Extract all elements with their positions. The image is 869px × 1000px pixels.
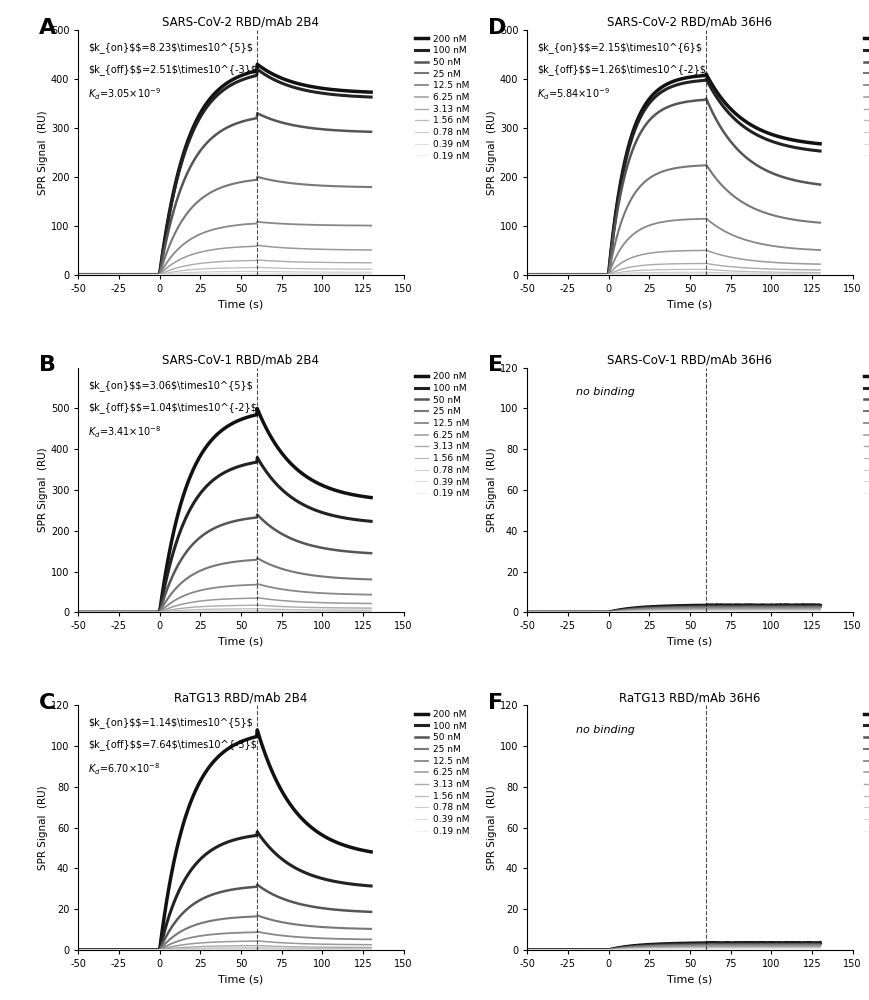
- X-axis label: Time (s): Time (s): [218, 299, 263, 309]
- Title: SARS-CoV-2 RBD/mAb 36H6: SARS-CoV-2 RBD/mAb 36H6: [607, 16, 772, 29]
- Title: SARS-CoV-1 RBD/mAb 2B4: SARS-CoV-1 RBD/mAb 2B4: [163, 353, 319, 366]
- Text: no binding: no binding: [575, 387, 634, 397]
- Text: $k_{on}$$=2.15$\times10^{6}$: $k_{on}$$=2.15$\times10^{6}$: [536, 42, 701, 53]
- Text: $k_{on}$$=1.14$\times10^{5}$: $k_{on}$$=1.14$\times10^{5}$: [88, 718, 253, 728]
- Text: $K_d$=5.84$\times10^{-9}$: $K_d$=5.84$\times10^{-9}$: [536, 86, 609, 102]
- X-axis label: Time (s): Time (s): [667, 975, 712, 985]
- Text: C: C: [39, 693, 56, 713]
- Title: SARS-CoV-1 RBD/mAb 36H6: SARS-CoV-1 RBD/mAb 36H6: [607, 353, 772, 366]
- Y-axis label: SPR Signal  (RU): SPR Signal (RU): [487, 110, 496, 195]
- Legend: 200 nM, 100 nM, 50 nM, 25 nM, 12.5 nM, 6.25 nM, 3.13 nM, 1.56 nM, 0.78 nM, 0.39 : 200 nM, 100 nM, 50 nM, 25 nM, 12.5 nM, 6…: [863, 710, 869, 836]
- Text: E: E: [488, 355, 503, 375]
- X-axis label: Time (s): Time (s): [218, 975, 263, 985]
- Text: F: F: [488, 693, 503, 713]
- Y-axis label: SPR Signal  (RU): SPR Signal (RU): [487, 448, 496, 532]
- Text: D: D: [488, 18, 506, 38]
- Text: $K_d$=6.70$\times10^{-8}$: $K_d$=6.70$\times10^{-8}$: [88, 762, 160, 777]
- Text: $K_d$=3.41$\times10^{-8}$: $K_d$=3.41$\times10^{-8}$: [88, 424, 161, 440]
- Legend: 200 nM, 100 nM, 50 nM, 25 nM, 12.5 nM, 6.25 nM, 3.13 nM, 1.56 nM, 0.78 nM, 0.39 : 200 nM, 100 nM, 50 nM, 25 nM, 12.5 nM, 6…: [415, 710, 468, 836]
- Text: $k_{off}$$=1.26$\times10^{-2}$: $k_{off}$$=1.26$\times10^{-2}$: [536, 64, 706, 75]
- X-axis label: Time (s): Time (s): [667, 299, 712, 309]
- Y-axis label: SPR Signal  (RU): SPR Signal (RU): [38, 785, 48, 870]
- Y-axis label: SPR Signal  (RU): SPR Signal (RU): [38, 448, 48, 532]
- X-axis label: Time (s): Time (s): [218, 637, 263, 647]
- Text: B: B: [39, 355, 56, 375]
- Legend: 200 nM, 100 nM, 50 nM, 25 nM, 12.5 nM, 6.25 nM, 3.13 nM, 1.56 nM, 0.78 nM, 0.39 : 200 nM, 100 nM, 50 nM, 25 nM, 12.5 nM, 6…: [863, 372, 869, 498]
- Text: $k_{on}$$=3.06$\times10^{5}$: $k_{on}$$=3.06$\times10^{5}$: [88, 380, 253, 391]
- Text: $K_d$=3.05$\times10^{-9}$: $K_d$=3.05$\times10^{-9}$: [88, 86, 161, 102]
- X-axis label: Time (s): Time (s): [667, 637, 712, 647]
- Title: SARS-CoV-2 RBD/mAb 2B4: SARS-CoV-2 RBD/mAb 2B4: [163, 16, 319, 29]
- Legend: 200 nM, 100 nM, 50 nM, 25 nM, 12.5 nM, 6.25 nM, 3.13 nM, 1.56 nM, 0.78 nM, 0.39 : 200 nM, 100 nM, 50 nM, 25 nM, 12.5 nM, 6…: [415, 372, 468, 498]
- Text: no binding: no binding: [575, 725, 634, 735]
- Y-axis label: SPR Signal  (RU): SPR Signal (RU): [487, 785, 496, 870]
- Text: $k_{on}$$=8.23$\times10^{5}$: $k_{on}$$=8.23$\times10^{5}$: [88, 42, 253, 53]
- Text: $k_{off}$$=2.51$\times10^{-3}$: $k_{off}$$=2.51$\times10^{-3}$: [88, 64, 256, 75]
- Title: RaTG13 RBD/mAb 2B4: RaTG13 RBD/mAb 2B4: [174, 691, 308, 704]
- Legend: 200 nM, 100 nM, 50 nM, 25 nM, 12.5 nM, 6.25 nM, 3.13 nM, 1.56 nM, 0.78 nM, 0.39 : 200 nM, 100 nM, 50 nM, 25 nM, 12.5 nM, 6…: [415, 35, 468, 161]
- Legend: 200 nM, 100 nM, 50 nM, 25 nM, 12.5 nM, 6.25 nM, 3.13 nM, 1.56 nM, 0.78 nM, 0.39 : 200 nM, 100 nM, 50 nM, 25 nM, 12.5 nM, 6…: [863, 35, 869, 161]
- Text: A: A: [39, 18, 56, 38]
- Y-axis label: SPR Signal  (RU): SPR Signal (RU): [38, 110, 48, 195]
- Text: $k_{off}$$=1.04$\times10^{-2}$: $k_{off}$$=1.04$\times10^{-2}$: [88, 402, 256, 413]
- Text: $k_{off}$$=7.64$\times10^{-3}$: $k_{off}$$=7.64$\times10^{-3}$: [88, 740, 256, 750]
- Title: RaTG13 RBD/mAb 36H6: RaTG13 RBD/mAb 36H6: [619, 691, 760, 704]
